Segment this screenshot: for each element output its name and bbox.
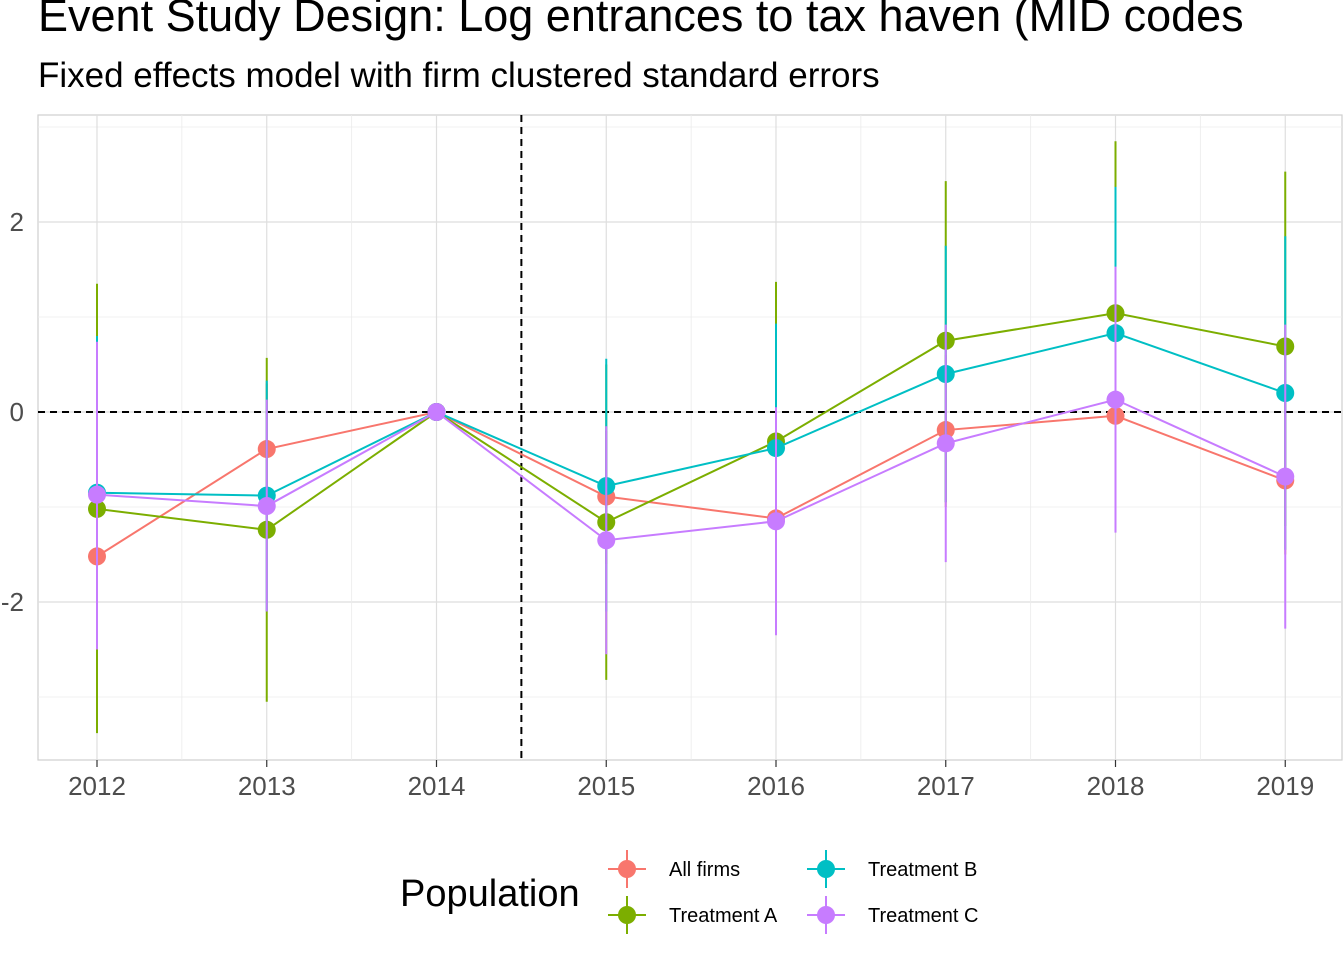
legend-label: All firms [669,859,740,881]
data-point [1276,467,1295,486]
x-tick-label: 2012 [68,771,126,801]
panel-border [37,114,1343,761]
data-point [427,403,446,421]
plot-panel [37,114,1343,761]
data-point [257,497,276,516]
legend-item-treatment-c: Treatment C [807,896,978,934]
y-tick-label: 2 [10,207,24,237]
series-line [96,410,1286,558]
legend-item-treatment-a: Treatment A [608,896,778,934]
reference-lines [38,115,1342,760]
legend-item-treatment-b: Treatment B [807,850,977,888]
legend-item-all-firms: All firms [608,850,740,888]
series-treatment-c [88,266,1295,655]
legend-label: Treatment C [868,905,978,927]
legend: Population All firms Treatment A Treatment … [400,850,978,934]
legend-label: Treatment B [868,859,977,881]
series-layer [88,141,1295,734]
x-tick-label: 2019 [1256,771,1314,801]
chart-subtitle: Fixed effects model with firm clustered … [38,56,880,95]
y-tick-label: -2 [1,587,24,617]
legend-title: Population [400,873,580,915]
chart-title: Event Study Design: Log entrances to tax… [38,0,1244,41]
data-point [1106,390,1125,409]
axis-labels: -2 0 2 2012 2013 2014 2015 2016 2017 2018 2019 [1,207,1314,801]
legend-key-point [817,860,835,878]
grid-lines [38,115,1342,760]
legend-key-point [817,906,835,924]
data-point [597,531,616,550]
legend-key-point [618,860,636,878]
data-point [88,485,106,504]
x-tick-label: 2014 [408,771,466,801]
x-tick-label: 2016 [747,771,805,801]
series-line [96,312,1286,531]
x-tick-label: 2013 [238,771,296,801]
x-tick-label: 2018 [1087,771,1145,801]
series-line [96,398,1286,542]
x-tick-label: 2015 [577,771,635,801]
x-tick-label: 2017 [917,771,975,801]
legend-label: Treatment A [669,905,778,927]
y-tick-label: 0 [10,397,24,427]
data-point [936,434,955,453]
legend-key-point [618,906,636,924]
series-line [96,332,1286,497]
data-point [767,512,785,531]
